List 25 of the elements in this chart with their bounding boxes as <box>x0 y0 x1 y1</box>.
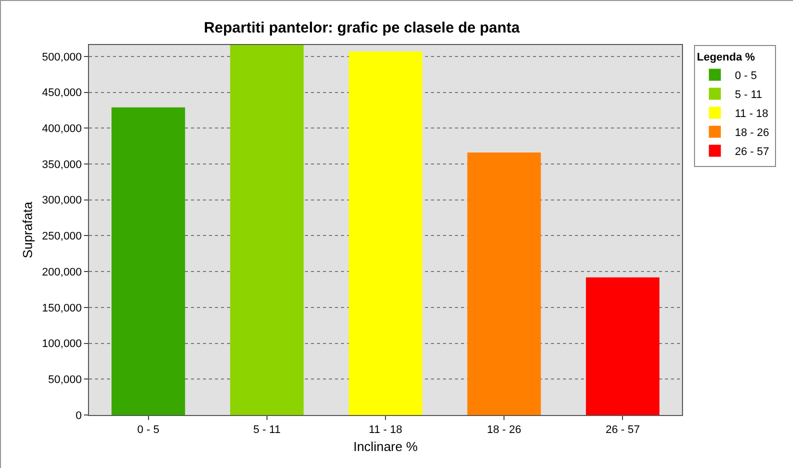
y-tick-label: 200,000 <box>42 266 82 278</box>
legend-title: Legenda % <box>696 51 756 64</box>
y-tick-label: 500,000 <box>42 51 82 64</box>
x-tick-label: 11 - 18 <box>368 424 402 436</box>
legend-label: 18 - 26 <box>734 127 770 140</box>
x-tick-label: 26 - 57 <box>606 424 640 436</box>
legend-label: 0 - 5 <box>734 70 757 82</box>
y-tick-label: 150,000 <box>42 302 82 314</box>
x-tick-label: 18 - 26 <box>486 424 522 436</box>
legend-label: 11 - 18 <box>734 108 768 120</box>
y-tick-label: 350,000 <box>42 158 82 171</box>
x-tick-label: 0 - 5 <box>137 424 160 436</box>
y-tick-label: 0 <box>76 410 82 422</box>
x-axis-title: Inclinare % <box>353 438 418 454</box>
y-tick-label: 400,000 <box>42 123 82 136</box>
y-tick-label: 250,000 <box>42 230 82 243</box>
y-axis-title: Suprafata <box>20 201 35 258</box>
y-tick-label: 450,000 <box>42 87 82 100</box>
chart-title: Repartiti pantelor: grafic pe clasele de panta <box>204 20 520 37</box>
legend-label: 26 - 57 <box>734 146 770 158</box>
legend-label: 5 - 11 <box>734 89 762 102</box>
y-tick-label: 50,000 <box>48 374 82 386</box>
y-tick-label: 100,000 <box>42 338 82 350</box>
x-tick-label: 5 - 11 <box>253 424 281 436</box>
y-tick-label: 300,000 <box>42 194 82 207</box>
